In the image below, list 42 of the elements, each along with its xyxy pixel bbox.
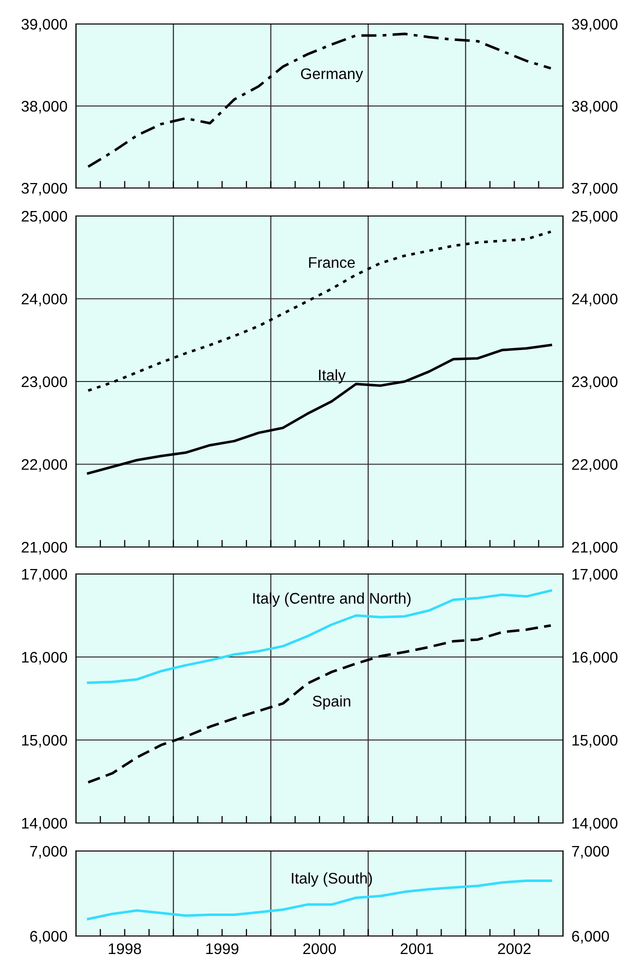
y2-tick-label: 15,000 [572,734,618,748]
series-label: Germany [301,68,364,82]
y-tick-label: 23,000 [22,376,68,389]
x-tick-label: 2002 [498,943,531,954]
y2-tick-label: 25,000 [572,210,618,224]
y-tick-label: 22,000 [22,459,68,472]
y-tick-label: 37,000 [22,182,68,196]
y-tick-label: 16,000 [22,652,68,664]
series-label: Italy [319,369,346,384]
y2-tick-label: 23,000 [572,376,618,389]
line-series [86,230,552,392]
y2-tick-label: 21,000 [572,542,618,554]
y-tick-label: 38,000 [22,100,68,114]
y-tick-label: 21,000 [22,542,68,554]
line-series [86,32,552,168]
line-series [86,589,552,684]
x-tick-label: 1999 [206,943,238,954]
y-tick-label: 39,000 [22,18,68,32]
y2-tick-label: 38,000 [572,100,618,114]
y-tick-label: 6,000 [30,930,68,944]
y-tick-label: 25,000 [22,210,68,224]
line-series [86,344,552,475]
y-tick-label: 14,000 [22,818,68,830]
line-series [86,624,552,784]
y-tick-label: 7,000 [30,846,68,858]
y2-tick-label: 17,000 [572,568,618,582]
x-tick-label: 2001 [400,943,434,954]
y2-tick-label: 14,000 [572,818,618,830]
y2-tick-label: 7,000 [572,846,609,858]
y2-tick-label: 24,000 [572,294,618,306]
x-tick-label: 1998 [108,943,142,954]
y-tick-label: 15,000 [22,734,68,748]
y2-tick-label: 37,000 [572,182,618,196]
series-label: France [309,257,355,268]
y2-tick-label: 39,000 [572,18,618,32]
y2-tick-label: 6,000 [572,930,609,944]
y2-tick-label: 16,000 [572,652,618,664]
y-tick-label: 17,000 [22,568,68,582]
x-tick-label: 2000 [303,943,336,954]
series-label: Spain [312,695,350,710]
y-tick-label: 24,000 [22,294,68,306]
y2-tick-label: 22,000 [572,459,618,472]
